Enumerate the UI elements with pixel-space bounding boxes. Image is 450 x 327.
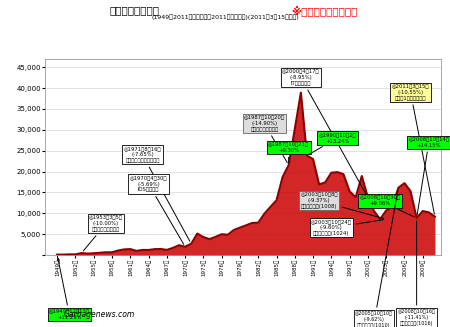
Text: Garbagenews.com: Garbagenews.com (63, 310, 135, 319)
Text: ◎1971年8月16日
(-7.65%)
ニクソン・ドルショック: ◎1971年8月16日 (-7.65%) ニクソン・ドルショック (124, 146, 190, 241)
Text: (1949～2011年、年終値、2011年は最新日)(2011年3月15日現在): (1949～2011年、年終値、2011年は最新日)(2011年3月15日現在) (151, 15, 299, 20)
Text: ◎2005年10月10日
(-9.62%)
金融工学暴落(1010)
(同入の日暴落): ◎2005年10月10日 (-9.62%) 金融工学暴落(1010) (同入の日… (355, 191, 398, 327)
Text: ◎2011年3月15日
(-10.55%)
福島第1原発事故懸念: ◎2011年3月15日 (-10.55%) 福島第1原発事故懸念 (392, 84, 434, 214)
Text: ◎2008年10月14日
+14.15%: ◎2008年10月14日 +14.15% (408, 137, 449, 215)
Text: ◎1987年10月20日
(-14.90%)
ブラック・マンデー: ◎1987年10月20日 (-14.90%) ブラック・マンデー (244, 115, 287, 163)
Text: ◎2008年10月16日
(-11.41%)
全数工学暴落(1016): ◎2008年10月16日 (-11.41%) 全数工学暴落(1016) (398, 221, 436, 326)
Text: ◎2008年10月30日
+9.06%: ◎2008年10月30日 +9.06% (360, 196, 414, 217)
Text: ◎2003年10月8日
(-9.37%)
金融工学暴落(1008): ◎2003年10月8日 (-9.37%) 金融工学暴落(1008) (301, 193, 383, 218)
Text: ◎1987年10月21日
+9.30%: ◎1987年10月21日 +9.30% (268, 142, 309, 162)
Text: 日経平均株価推移: 日経平均株価推移 (110, 5, 160, 15)
Text: ◎1970年4月30日
(-5.69%)
IOSショック: ◎1970年4月30日 (-5.69%) IOSショック (130, 176, 184, 244)
Text: ◎1949年12月15日
+11.29%: ◎1949年12月15日 +11.29% (49, 258, 90, 320)
Text: ◎2000年4月17日
(-8.95%)
ITバブル崩壊: ◎2000年4月17日 (-8.95%) ITバブル崩壊 (282, 69, 367, 195)
Text: ◎1990年10月2日
+13.24%: ◎1990年10月2日 +13.24% (310, 133, 356, 154)
Text: ◎2003年10月24日
(-9.60%)
金融工学暴落(1024): ◎2003年10月24日 (-9.60%) 金融工学暴落(1024) (311, 219, 383, 236)
Text: ※クリックで拡大表示: ※クリックで拡大表示 (291, 5, 357, 16)
Text: ◎1953年3月5日
(-10.00%)
スターリンショック: ◎1953年3月5日 (-10.00%) スターリンショック (83, 215, 123, 251)
